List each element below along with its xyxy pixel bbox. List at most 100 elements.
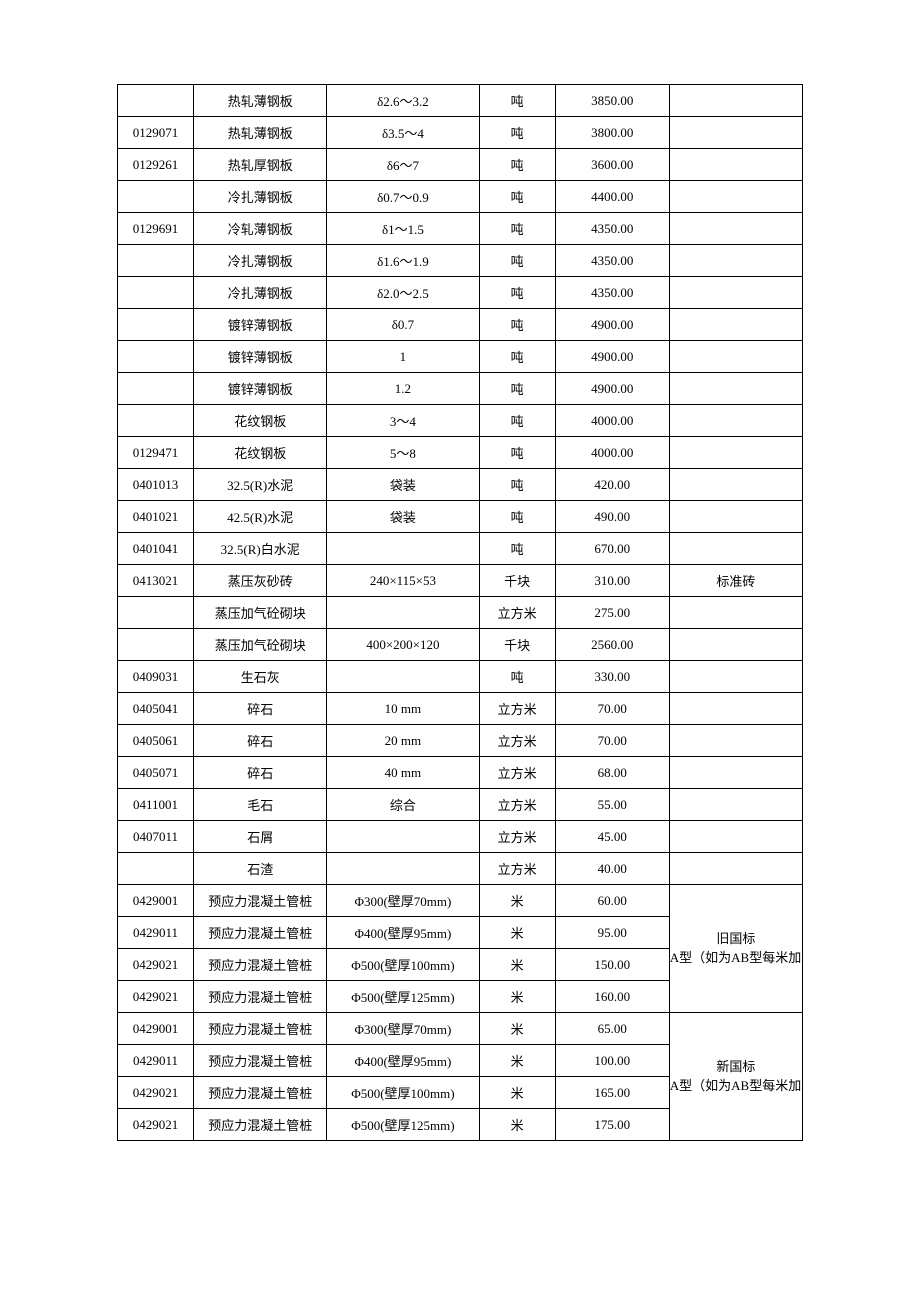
cell-name: 毛石 xyxy=(194,789,327,821)
cell-code xyxy=(118,341,194,373)
cell-code: 0429021 xyxy=(118,1077,194,1109)
cell-unit: 米 xyxy=(479,1013,555,1045)
cell-spec: Φ300(壁厚70mm) xyxy=(327,1013,479,1045)
cell-code: 0429021 xyxy=(118,949,194,981)
cell-unit: 吨 xyxy=(479,437,555,469)
price-table: 热轧薄钢板δ2.6～3.2吨3850.000129071热轧薄钢板δ3.5～4吨… xyxy=(117,84,803,1141)
cell-name: 预应力混凝土管桩 xyxy=(194,949,327,981)
cell-spec: 综合 xyxy=(327,789,479,821)
cell-unit: 米 xyxy=(479,917,555,949)
cell-price: 4900.00 xyxy=(555,341,669,373)
cell-code xyxy=(118,277,194,309)
cell-unit: 立方米 xyxy=(479,597,555,629)
table-row: 0129071热轧薄钢板δ3.5～4吨3800.00 xyxy=(118,117,803,149)
cell-note xyxy=(669,501,802,533)
cell-spec: 40 mm xyxy=(327,757,479,789)
cell-code: 0413021 xyxy=(118,565,194,597)
table-row: 0429001预应力混凝土管桩Φ300(壁厚70mm)米65.00新国标A型（如… xyxy=(118,1013,803,1045)
cell-unit: 吨 xyxy=(479,117,555,149)
cell-note xyxy=(669,117,802,149)
cell-code: 0407011 xyxy=(118,821,194,853)
cell-name: 碎石 xyxy=(194,725,327,757)
cell-code: 0401021 xyxy=(118,501,194,533)
cell-note xyxy=(669,213,802,245)
cell-unit: 立方米 xyxy=(479,821,555,853)
cell-code xyxy=(118,245,194,277)
cell-note xyxy=(669,373,802,405)
cell-code: 0409031 xyxy=(118,661,194,693)
cell-code xyxy=(118,597,194,629)
cell-unit: 米 xyxy=(479,981,555,1013)
cell-code xyxy=(118,373,194,405)
cell-unit: 米 xyxy=(479,885,555,917)
cell-code: 0129471 xyxy=(118,437,194,469)
cell-spec: δ6～7 xyxy=(327,149,479,181)
cell-spec: 400×200×120 xyxy=(327,629,479,661)
cell-unit: 吨 xyxy=(479,341,555,373)
table-row: 0407011石屑立方米45.00 xyxy=(118,821,803,853)
table-row: 0129691冷轧薄钢板δ1～1.5吨4350.00 xyxy=(118,213,803,245)
cell-unit: 吨 xyxy=(479,277,555,309)
table-row: 0129261热轧厚钢板δ6～7吨3600.00 xyxy=(118,149,803,181)
table-row: 蒸压加气砼砌块400×200×120千块2560.00 xyxy=(118,629,803,661)
cell-price: 55.00 xyxy=(555,789,669,821)
cell-unit: 立方米 xyxy=(479,789,555,821)
cell-spec: Φ400(壁厚95mm) xyxy=(327,1045,479,1077)
cell-spec: δ0.7 xyxy=(327,309,479,341)
cell-note xyxy=(669,277,802,309)
cell-spec: δ1.6～1.9 xyxy=(327,245,479,277)
cell-name: 冷轧薄钢板 xyxy=(194,213,327,245)
cell-name: 蒸压加气砼砌块 xyxy=(194,597,327,629)
table-row: 0411001毛石综合立方米55.00 xyxy=(118,789,803,821)
cell-code xyxy=(118,85,194,117)
cell-price: 70.00 xyxy=(555,693,669,725)
cell-note xyxy=(669,533,802,565)
cell-price: 65.00 xyxy=(555,1013,669,1045)
cell-name: 冷扎薄钢板 xyxy=(194,181,327,213)
cell-price: 490.00 xyxy=(555,501,669,533)
cell-unit: 立方米 xyxy=(479,757,555,789)
cell-unit: 立方米 xyxy=(479,853,555,885)
cell-spec xyxy=(327,821,479,853)
cell-price: 4000.00 xyxy=(555,437,669,469)
cell-name: 生石灰 xyxy=(194,661,327,693)
cell-code: 0429001 xyxy=(118,885,194,917)
table-row: 0405041碎石10 mm立方米70.00 xyxy=(118,693,803,725)
cell-note xyxy=(669,853,802,885)
cell-unit: 吨 xyxy=(479,149,555,181)
cell-spec: 3～4 xyxy=(327,405,479,437)
cell-name: 预应力混凝土管桩 xyxy=(194,885,327,917)
cell-name: 石屑 xyxy=(194,821,327,853)
cell-spec: δ2.6～3.2 xyxy=(327,85,479,117)
table-row: 花纹钢板3～4吨4000.00 xyxy=(118,405,803,437)
cell-spec: 1.2 xyxy=(327,373,479,405)
table-row: 冷扎薄钢板δ2.0～2.5吨4350.00 xyxy=(118,277,803,309)
table-row: 镀锌薄钢板δ0.7吨4900.00 xyxy=(118,309,803,341)
cell-code xyxy=(118,853,194,885)
cell-price: 4000.00 xyxy=(555,405,669,437)
cell-unit: 吨 xyxy=(479,309,555,341)
cell-code: 0429011 xyxy=(118,1045,194,1077)
cell-note xyxy=(669,597,802,629)
cell-unit: 吨 xyxy=(479,213,555,245)
table-row: 0429001预应力混凝土管桩Φ300(壁厚70mm)米60.00旧国标A型（如… xyxy=(118,885,803,917)
table-row: 热轧薄钢板δ2.6～3.2吨3850.00 xyxy=(118,85,803,117)
cell-code: 0401013 xyxy=(118,469,194,501)
table-row: 石渣立方米40.00 xyxy=(118,853,803,885)
cell-name: 32.5(R)白水泥 xyxy=(194,533,327,565)
cell-name: 预应力混凝土管桩 xyxy=(194,1013,327,1045)
cell-code xyxy=(118,629,194,661)
cell-name: 预应力混凝土管桩 xyxy=(194,917,327,949)
cell-unit: 吨 xyxy=(479,469,555,501)
cell-code: 0405071 xyxy=(118,757,194,789)
cell-code: 0129261 xyxy=(118,149,194,181)
cell-note xyxy=(669,149,802,181)
cell-price: 4350.00 xyxy=(555,213,669,245)
cell-spec: δ2.0～2.5 xyxy=(327,277,479,309)
cell-unit: 吨 xyxy=(479,85,555,117)
cell-code: 0411001 xyxy=(118,789,194,821)
cell-spec: 1 xyxy=(327,341,479,373)
cell-spec xyxy=(327,853,479,885)
cell-note xyxy=(669,789,802,821)
cell-name: 冷扎薄钢板 xyxy=(194,245,327,277)
